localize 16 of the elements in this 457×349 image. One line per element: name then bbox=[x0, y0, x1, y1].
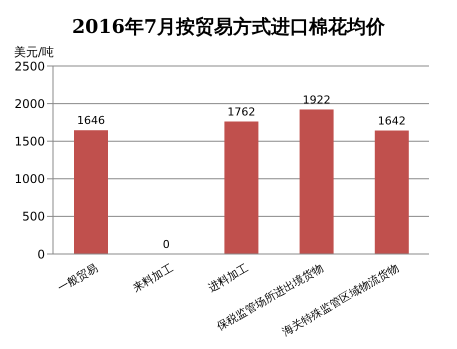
x-tick-label: 一般贸易 bbox=[55, 261, 100, 295]
data-label: 0 bbox=[162, 238, 170, 251]
x-tick-label: 来料加工 bbox=[130, 261, 176, 295]
chart-title: 2016年7月按贸易方式进口棉花均价 bbox=[70, 15, 386, 40]
y-tick-label: 500 bbox=[22, 210, 45, 224]
y-axis-title: 美元/吨 bbox=[14, 44, 54, 61]
y-tick-label: 1500 bbox=[14, 134, 45, 148]
data-label: 1922 bbox=[302, 93, 331, 106]
y-tick-label: 1000 bbox=[14, 172, 45, 186]
y-tick-label: 2500 bbox=[14, 59, 45, 74]
data-label: 1642 bbox=[378, 114, 406, 128]
y-tick-label: 2000 bbox=[14, 96, 45, 111]
data-label: 1762 bbox=[227, 106, 256, 118]
data-label: 1646 bbox=[77, 114, 105, 128]
y-tick-label: 0 bbox=[37, 247, 45, 262]
x-tick-label: 进料加工 bbox=[206, 261, 250, 295]
